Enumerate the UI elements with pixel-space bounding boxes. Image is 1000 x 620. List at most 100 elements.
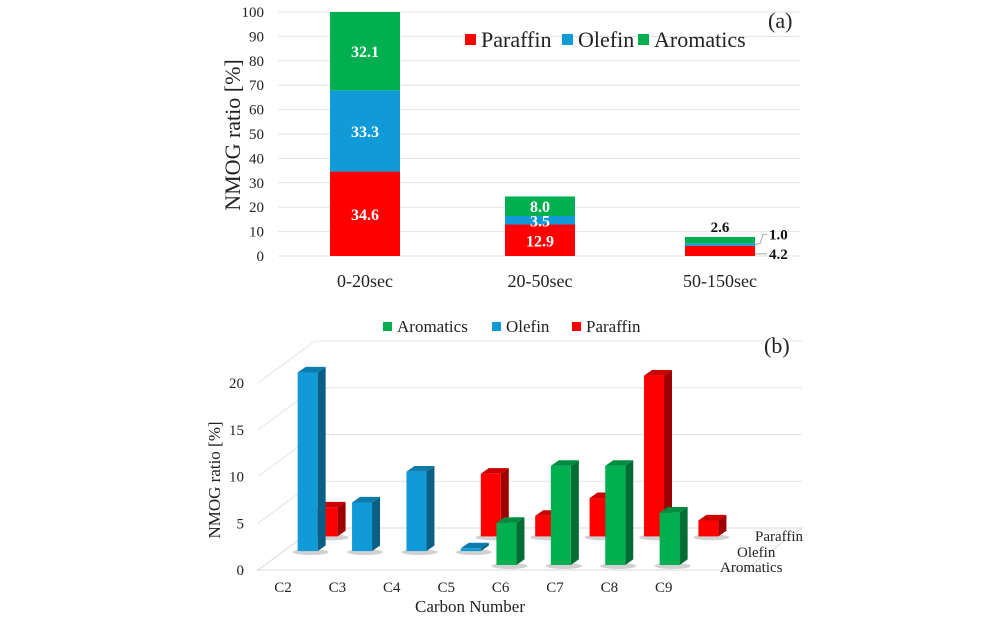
b-bar-aromatics-C7 [545, 460, 582, 569]
a-bar-olefin-20-50sec [505, 215, 575, 225]
a-y-tick-label: 0 [257, 249, 265, 265]
bar-front [352, 502, 373, 552]
b-bar-aromatics-C9 [654, 507, 691, 569]
b-category-label: C3 [329, 580, 347, 596]
a-bars [330, 12, 755, 256]
a-bar-aromatics-50-150sec [685, 236, 755, 244]
a-data-label: 3.5 [530, 213, 550, 230]
bar-front [297, 372, 318, 552]
legend-swatch-aromatics [638, 34, 649, 45]
bar-top [659, 507, 688, 513]
b-category-label: C7 [546, 580, 564, 596]
b-bar-aromatics-C8 [600, 460, 637, 569]
b-y-tick-label: 20 [229, 376, 244, 392]
a-category-label: 0-20sec [337, 271, 393, 291]
b-gridlines [257, 340, 802, 524]
b-y-tick-labels: 0 5 10 15 20 [229, 376, 244, 579]
bar-front [480, 473, 501, 537]
b-y-tick-label: 15 [229, 423, 244, 439]
legend-swatch-paraffin [465, 34, 476, 45]
a-bar-olefin-0-20sec [330, 90, 400, 172]
legend-label-aromatics: Aromatics [654, 27, 746, 52]
bar-front [550, 465, 571, 565]
b-bar-olefin-C2 [292, 366, 329, 556]
bar-side [426, 466, 435, 552]
bar-top [352, 496, 381, 503]
a-data-label: 2.6 [711, 220, 730, 236]
a-y-tick-label: 50 [249, 127, 264, 143]
a-bar-paraffin-20-50sec [505, 224, 575, 256]
a-bar-aromatics-0-20sec [330, 12, 400, 91]
b-gridline [257, 434, 802, 477]
a-data-label: 34.6 [351, 207, 379, 224]
a-y-tick-labels: 0 10 20 30 40 50 60 70 80 90 100 [242, 5, 265, 265]
legend-label-olefin: Olefin [578, 27, 634, 52]
b-category-labels: C2 C3 C4 C5 C6 C7 C8 C9 [274, 580, 672, 596]
b-depth-row-label: Olefin [737, 545, 776, 561]
bar-side [317, 366, 326, 552]
legend-swatch-olefin [492, 322, 501, 331]
a-category-label: 50-150sec [683, 271, 757, 291]
b-category-label: C2 [274, 580, 292, 596]
bar-front [460, 548, 481, 552]
b-bar-paraffin-C9 [693, 514, 730, 541]
b-gridline [257, 387, 802, 431]
legend-label-aromatics: Aromatics [397, 317, 468, 336]
bar-front [644, 375, 664, 537]
a-data-label: 32.1 [351, 44, 379, 61]
legend-swatch-olefin [562, 34, 573, 45]
b-depth-row-label: Aromatics [720, 560, 783, 576]
b-walls-and-floor [256, 527, 804, 571]
a-y-tick-label: 20 [249, 200, 264, 216]
a-y-tick-label: 100 [242, 5, 265, 21]
b-category-label: C8 [601, 580, 619, 596]
b-bar-olefin-C5 [455, 542, 492, 556]
bar-front [605, 465, 626, 565]
bar-side [664, 369, 672, 537]
a-category-labels: 0-20sec 20-50sec 50-150sec [337, 271, 757, 291]
bar-top [605, 460, 634, 466]
b-floor [256, 527, 804, 571]
b-x-axis-title: Carbon Number [415, 597, 525, 616]
a-bar-paraffin-50-150sec [685, 245, 755, 256]
a-data-label: 12.9 [526, 233, 554, 250]
a-y-tick-label: 80 [249, 54, 264, 70]
a-data-label: 1.0 [769, 228, 788, 244]
a-y-tick-label: 90 [249, 29, 264, 45]
b-depth-row-label: Paraffin [755, 529, 804, 545]
bar-top [297, 366, 326, 373]
a-bar-aromatics-20-50sec [505, 196, 575, 216]
a-y-tick-label: 60 [249, 103, 264, 119]
a-bar-paraffin-0-20sec [330, 171, 400, 256]
bar-top [698, 514, 727, 521]
bar-front [406, 471, 427, 552]
a-panel-label: (a) [768, 8, 792, 33]
a-y-tick-label: 10 [249, 225, 264, 241]
a-leader-line [754, 234, 767, 246]
bar-side [625, 460, 634, 565]
bar-top [480, 468, 509, 474]
b-bar-olefin-C3 [347, 496, 384, 556]
b-y-tick-label: 0 [237, 563, 245, 579]
a-y-axis-title: NMOG ratio [%] [220, 59, 245, 211]
bar-front [659, 512, 680, 565]
bar-side [718, 514, 727, 537]
bar-front [589, 498, 610, 537]
bar-top [644, 369, 672, 376]
a-y-tick-label: 30 [249, 176, 264, 192]
bar-side [480, 542, 489, 552]
a-category-label: 20-50sec [508, 271, 573, 291]
legend-label-olefin: Olefin [506, 317, 550, 336]
legend-label-paraffin: Paraffin [586, 317, 641, 336]
bar-front [535, 515, 556, 537]
b-category-label: C6 [492, 580, 510, 596]
bar-top [460, 542, 489, 549]
a-y-tick-label: 40 [249, 151, 264, 167]
b-category-label: C9 [655, 580, 673, 596]
legend-swatch-aromatics [383, 322, 392, 331]
a-data-label: 8.0 [530, 199, 550, 216]
b-bar-aromatics-C6 [491, 517, 528, 569]
bar-front [698, 520, 719, 537]
a-bar-olefin-50-150sec [685, 243, 755, 246]
